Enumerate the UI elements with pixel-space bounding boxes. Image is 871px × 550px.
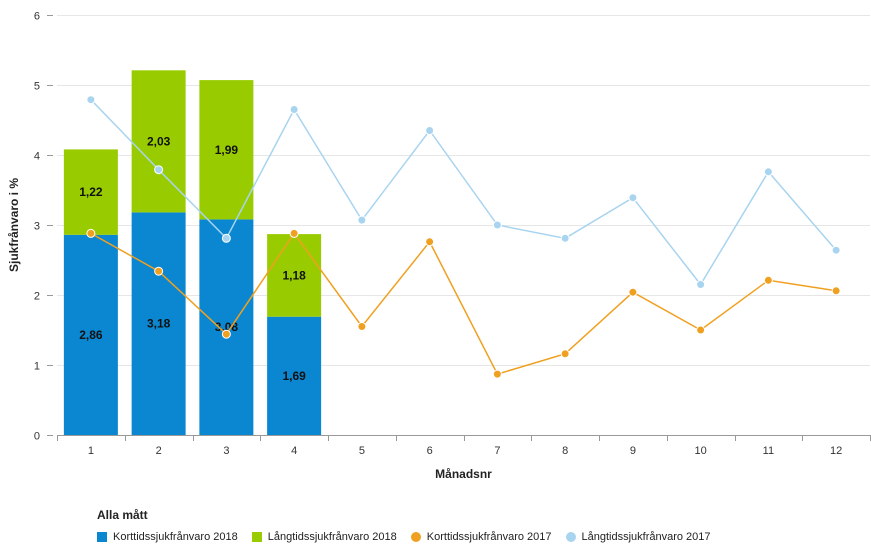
line-point — [86, 95, 96, 105]
legend-items: Korttidssjukfrånvaro 2018 Långtidssjukfr… — [97, 531, 725, 543]
bar-data-label: 2,86 — [79, 328, 103, 342]
line-point — [221, 329, 231, 339]
bar-korttid-2018 — [63, 234, 118, 435]
x-tick-label: 5 — [359, 445, 365, 457]
y-tick-label: 2 — [34, 291, 40, 303]
line-point — [831, 286, 841, 296]
line-point — [696, 325, 706, 335]
line-point — [221, 233, 231, 243]
legend-label: Långtidssjukfrånvaro 2018 — [267, 531, 397, 543]
legend-item-korttid-2018[interactable]: Korttidssjukfrånvaro 2018 — [97, 531, 238, 543]
bar-data-label: 3,18 — [147, 317, 171, 331]
line-point — [86, 228, 96, 238]
bar-data-label: 1,99 — [215, 143, 239, 157]
series-line-langtid-2017 — [90, 99, 837, 286]
x-tick-label: 2 — [156, 445, 162, 457]
line-point — [289, 105, 299, 114]
y-axis-title: Sjukfrånvaro i % — [7, 178, 21, 272]
legend-swatch-square-icon — [97, 532, 107, 542]
bar-data-label: 1,22 — [79, 185, 103, 199]
line-point — [560, 349, 570, 359]
bar-data-label: 1,69 — [282, 369, 306, 383]
line-point — [357, 215, 367, 225]
x-tick-label: 1 — [88, 445, 94, 457]
line-point — [492, 369, 502, 379]
line-point — [831, 245, 841, 255]
chart-svg: 2,863,18 3,081,691,222,031,991,18 0123456… — [7, 11, 871, 481]
bar-data-label: 1,18 — [282, 268, 306, 282]
line-point — [763, 167, 773, 177]
legend-item-langtid-2018[interactable]: Långtidssjukfrånvaro 2018 — [251, 531, 397, 543]
line-point — [763, 275, 773, 285]
y-tick-label: 0 — [34, 431, 40, 443]
y-tick-label: 4 — [34, 151, 40, 163]
line-point — [492, 220, 502, 230]
bar-langtid-2018 — [199, 80, 254, 220]
bar-langtid-2018 — [267, 234, 322, 317]
line-point — [289, 228, 299, 238]
line-point — [560, 233, 570, 243]
bar-data-label: 3,08 — [215, 320, 239, 334]
legend-label: Korttidssjukfrånvaro 2017 — [426, 531, 552, 543]
x-tick-label: 11 — [763, 445, 774, 457]
line-point — [696, 280, 706, 289]
x-tick-label: 7 — [494, 445, 500, 457]
bar-korttid-2018 — [131, 212, 186, 435]
x-tick-label: 9 — [630, 445, 636, 457]
x-tick-label: 8 — [562, 445, 568, 457]
x-tick-label: 10 — [695, 445, 707, 457]
line-point — [628, 193, 638, 203]
legend-item-langtid-2017[interactable]: Långtidssjukfrånvaro 2017 — [565, 531, 711, 543]
line-point — [425, 126, 435, 135]
gridlines — [57, 15, 870, 366]
bar-korttid-2018 — [267, 316, 322, 435]
y-tick-label: 1 — [34, 361, 40, 373]
lines — [86, 95, 841, 379]
bar-langtid-2018 — [63, 149, 118, 235]
line-point — [357, 322, 367, 331]
x-tick-label: 12 — [830, 445, 842, 457]
line-point — [154, 165, 164, 175]
bar-data-label: 2,03 — [147, 134, 171, 148]
legend-label: Långtidssjukfrånvaro 2017 — [581, 531, 711, 543]
legend-label: Korttidssjukfrånvaro 2018 — [113, 531, 238, 543]
line-point — [425, 237, 435, 247]
x-axis-title: Månadsnr — [435, 467, 492, 481]
bar-korttid-2018 — [199, 219, 254, 435]
bars: 2,86 3,18 3,08 1,69 1,22 2,03 1,99 1,18 — [63, 70, 322, 435]
line-point — [154, 266, 164, 276]
legend-item-korttid-2017[interactable]: Korttidssjukfrånvaro 2017 — [410, 531, 552, 543]
y-tick-label: 5 — [34, 81, 40, 93]
x-tick-label: 4 — [291, 445, 297, 457]
legend-title: Alla mått — [97, 508, 148, 522]
y-tick-label: 6 — [34, 11, 40, 23]
x-tick-label: 6 — [427, 445, 433, 457]
y-tick-label: 3 — [34, 221, 40, 233]
legend-swatch-circle-icon — [565, 532, 576, 542]
legend-swatch-square-icon — [251, 532, 262, 542]
legend-swatch-circle-icon — [410, 532, 421, 542]
series-line-korttid-2017 — [90, 232, 837, 375]
line-point — [628, 287, 638, 297]
x-tick-label: 3 — [223, 445, 229, 457]
legend: Alla mått Korttidssjukfrånvaro 2018 Lång… — [97, 508, 725, 543]
